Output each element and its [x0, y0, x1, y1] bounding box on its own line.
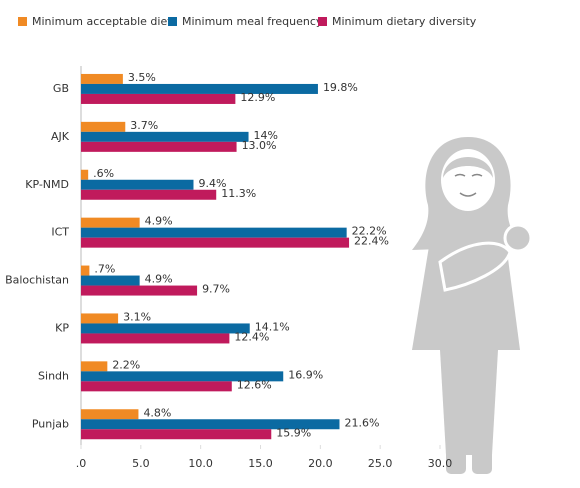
illustration — [412, 137, 533, 474]
bar — [81, 131, 249, 142]
value-label: 19.8% — [323, 81, 358, 94]
bar — [81, 313, 119, 324]
legend-label: Minimum dietary diversity — [332, 15, 477, 28]
legend-swatch — [18, 17, 27, 26]
value-label: 4.9% — [145, 273, 173, 286]
value-label: 2.2% — [112, 358, 140, 371]
bar — [81, 73, 123, 84]
bar — [81, 121, 126, 132]
bar — [81, 381, 232, 392]
bar — [81, 323, 250, 334]
x-tick-label: 20.0 — [308, 457, 333, 470]
y-tick-label: Punjab — [32, 417, 69, 430]
value-label: 12.6% — [237, 378, 272, 391]
y-tick-label: ICT — [51, 226, 69, 239]
bar — [81, 189, 217, 200]
bar — [81, 361, 108, 372]
bar — [81, 333, 230, 344]
value-label: 11.3% — [221, 187, 256, 200]
value-label: 4.8% — [143, 406, 171, 419]
bar — [81, 285, 198, 296]
bar — [81, 265, 90, 276]
y-tick-label: Balochistan — [5, 274, 69, 287]
bar — [81, 237, 350, 248]
bar — [81, 409, 139, 420]
value-label: 12.4% — [234, 330, 269, 343]
y-tick-label: Sindh — [38, 369, 69, 382]
x-tick-label: 25.0 — [368, 457, 393, 470]
value-label: 3.7% — [130, 119, 158, 132]
legend-swatch — [168, 17, 177, 26]
value-label: .6% — [93, 167, 114, 180]
bar — [81, 83, 318, 94]
bar — [81, 169, 89, 180]
legend-label: Minimum meal frequency — [182, 15, 323, 28]
y-tick-label: GB — [53, 82, 69, 95]
value-label: 4.9% — [145, 215, 173, 228]
value-label: 15.9% — [276, 426, 311, 439]
value-label: 16.9% — [288, 368, 323, 381]
x-tick-label: 5.0 — [132, 457, 150, 470]
bar — [81, 217, 140, 228]
value-label: 13.0% — [242, 139, 277, 152]
bar — [81, 429, 272, 440]
value-label: .7% — [94, 263, 115, 276]
bar — [81, 275, 140, 286]
value-label: 12.9% — [240, 91, 275, 104]
y-tick-label: AJK — [51, 130, 70, 143]
bar — [81, 179, 194, 190]
x-tick-label: 30.0 — [428, 457, 453, 470]
value-label: 14.1% — [255, 320, 290, 333]
bar — [81, 93, 236, 104]
legend-swatch — [318, 17, 327, 26]
x-tick-label: 10.0 — [188, 457, 213, 470]
x-tick-label: 15.0 — [248, 457, 273, 470]
value-label: 9.7% — [202, 283, 230, 296]
value-label: 3.5% — [128, 71, 156, 84]
value-label: 14% — [254, 129, 278, 142]
y-tick-label: KP — [55, 321, 69, 334]
bar — [81, 371, 284, 382]
value-label: 21.6% — [344, 416, 379, 429]
bar — [81, 227, 347, 238]
bar — [81, 141, 237, 152]
value-label: 9.4% — [198, 177, 226, 190]
bar — [81, 419, 340, 430]
x-tick-label: .0 — [76, 457, 87, 470]
y-tick-label: KP-NMD — [25, 178, 69, 191]
value-label: 22.2% — [352, 225, 387, 238]
value-label: 22.4% — [354, 235, 389, 248]
legend-label: Minimum acceptable diet — [32, 15, 172, 28]
value-label: 3.1% — [123, 310, 151, 323]
